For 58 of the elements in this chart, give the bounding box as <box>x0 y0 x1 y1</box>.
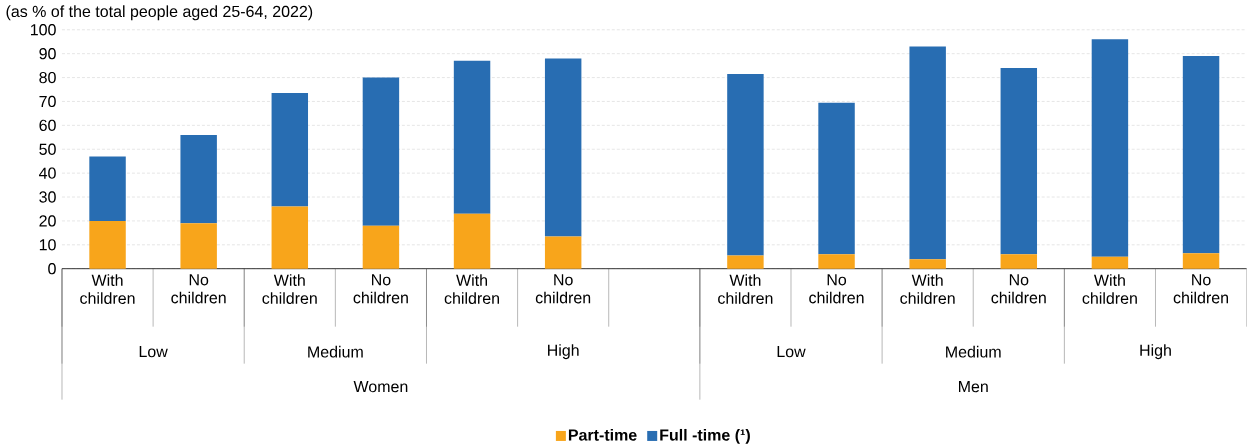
x-tick-label: No children <box>353 274 408 304</box>
x-tick-label: With children <box>262 274 317 304</box>
bar <box>453 60 491 214</box>
legend-label: Full -time (¹) <box>660 428 750 444</box>
bar <box>1000 68 1038 255</box>
bar <box>544 58 582 237</box>
bar <box>180 223 217 269</box>
text: High <box>548 344 579 360</box>
y-tick-label: 80 <box>39 71 56 84</box>
y-tick-label: 60 <box>39 119 56 132</box>
bar <box>818 102 855 255</box>
bar <box>1091 39 1129 257</box>
text: Low <box>139 346 168 358</box>
bar <box>1091 256 1129 269</box>
text: Low <box>777 346 806 358</box>
bar <box>544 236 582 269</box>
x-tick-label: No children <box>809 274 864 304</box>
bar <box>271 93 309 207</box>
bar <box>453 213 491 269</box>
bar <box>89 156 126 221</box>
bar <box>727 255 764 269</box>
bar <box>271 206 309 269</box>
x-tick-label: With children <box>900 274 955 304</box>
text: Men <box>958 381 988 393</box>
x-tick-label: No children <box>535 274 591 304</box>
x-tick-label: With children <box>80 274 135 304</box>
x-tick-label: With children <box>1082 274 1137 304</box>
y-tick-label: 70 <box>39 95 56 108</box>
y-tick-label: 90 <box>39 48 56 60</box>
y-tick-label: 50 <box>39 143 56 155</box>
text: High <box>1140 344 1171 360</box>
text: Medium <box>946 345 1001 358</box>
x-tick-label: No children <box>991 274 1046 304</box>
legend-label: Part-time <box>568 428 637 441</box>
text: Women <box>353 381 408 393</box>
bar <box>1000 254 1038 269</box>
bar <box>180 134 217 224</box>
y-tick-label: 40 <box>39 167 56 179</box>
x-tick-label: No children <box>171 274 226 304</box>
bar <box>909 259 946 269</box>
chart-subtitle: (as % of the total people aged 25-64, 2022) <box>6 5 313 21</box>
bar <box>362 225 400 269</box>
y-tick-label: 30 <box>39 191 56 203</box>
bar <box>89 220 126 269</box>
text: Medium <box>308 345 363 358</box>
x-tick-label: No children <box>1173 274 1228 304</box>
bar <box>1182 253 1220 269</box>
y-tick-label: 0 <box>48 263 56 275</box>
bar <box>727 74 764 256</box>
bar <box>362 77 400 226</box>
y-tick-label: 10 <box>39 239 56 251</box>
bar <box>909 46 946 260</box>
x-tick-label: With children <box>718 274 773 304</box>
bar <box>1182 56 1220 254</box>
y-tick-label: 100 <box>30 24 56 36</box>
bar <box>818 254 855 269</box>
x-tick-label: With children <box>444 274 499 304</box>
y-tick-label: 20 <box>39 215 56 227</box>
